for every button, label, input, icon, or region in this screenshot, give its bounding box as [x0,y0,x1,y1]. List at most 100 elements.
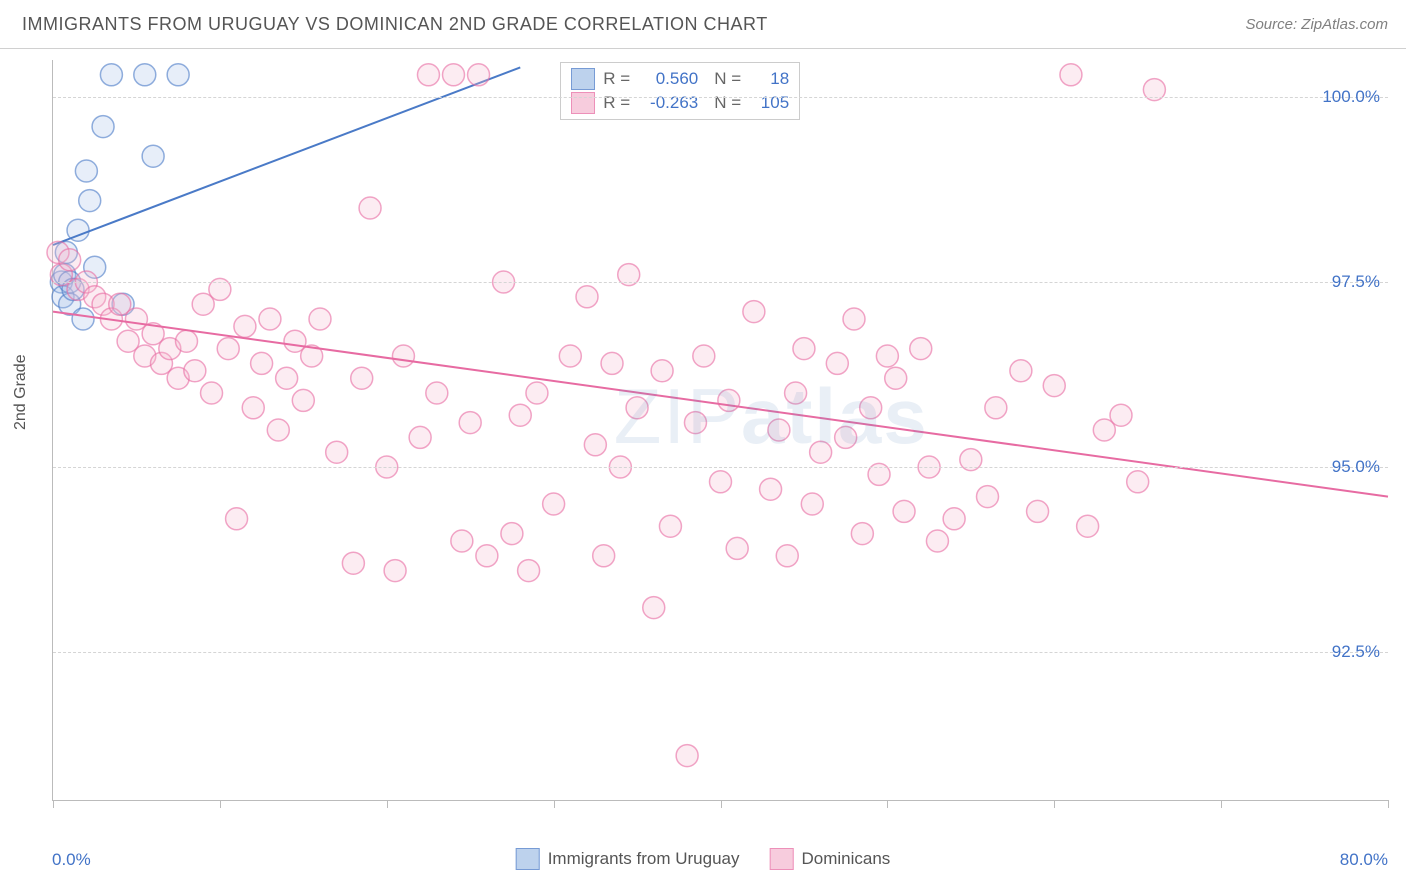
x-tick [554,800,555,808]
scatter-point [835,426,857,448]
scatter-point [75,160,97,182]
scatter-point [626,397,648,419]
gridline [53,282,1388,283]
scatter-point [226,508,248,530]
scatter-point [543,493,565,515]
scatter-point [351,367,373,389]
bottom-legend-label: Dominicans [801,849,890,869]
scatter-point [501,523,523,545]
gridline [53,97,1388,98]
scatter-point [584,434,606,456]
scatter-point [234,315,256,337]
legend-swatch [571,68,595,90]
legend-r-label: R = [603,93,630,113]
scatter-point [459,412,481,434]
y-tick-label: 97.5% [1332,272,1380,292]
scatter-point [1010,360,1032,382]
bottom-legend-label: Immigrants from Uruguay [548,849,740,869]
x-tick [53,800,54,808]
legend-stats-row: R =-0.263N =105 [571,91,789,115]
scatter-point [885,367,907,389]
scatter-point [576,286,598,308]
scatter-point [843,308,865,330]
y-tick-label: 92.5% [1332,642,1380,662]
scatter-point [710,471,732,493]
scatter-point [1060,64,1082,86]
scatter-point [801,493,823,515]
scatter-point [72,308,94,330]
scatter-point [176,330,198,352]
x-tick [721,800,722,808]
scatter-point [443,64,465,86]
scatter-point [342,552,364,574]
y-axis-title: 2nd Grade [12,354,30,430]
scatter-point [526,382,548,404]
scatter-point [468,64,490,86]
scatter-point [643,597,665,619]
x-tick [1221,800,1222,808]
scatter-point [409,426,431,448]
scatter-point [1093,419,1115,441]
scatter-point [593,545,615,567]
legend-swatch [516,848,540,870]
scatter-point [384,560,406,582]
scatter-point [910,338,932,360]
scatter-point [509,404,531,426]
bottom-legend-item: Dominicans [769,848,890,870]
legend-n-value: 18 [749,69,789,89]
scatter-point [860,397,882,419]
y-tick-label: 100.0% [1322,87,1380,107]
scatter-point [743,301,765,323]
y-tick-label: 95.0% [1332,457,1380,477]
scatter-point [1043,375,1065,397]
plot-area: ZIPatlas R =0.560N =18R =-0.263N =105 92… [52,60,1388,801]
chart-source: Source: ZipAtlas.com [1245,16,1388,33]
scatter-point [684,412,706,434]
legend-r-label: R = [603,69,630,89]
scatter-point [1127,471,1149,493]
x-tick [887,800,888,808]
x-tick [1054,800,1055,808]
scatter-point [851,523,873,545]
legend-n-label: N = [714,69,741,89]
scatter-point [451,530,473,552]
scatter-point [142,145,164,167]
scatter-point [726,537,748,559]
scatter-point [259,308,281,330]
gridline [53,652,1388,653]
scatter-point [943,508,965,530]
scatter-point [92,116,114,138]
scatter-point [559,345,581,367]
legend-r-value: 0.560 [638,69,698,89]
scatter-point [985,397,1007,419]
scatter-point [100,64,122,86]
bottom-legend-item: Immigrants from Uruguay [516,848,740,870]
scatter-point [184,360,206,382]
bottom-legend: Immigrants from Uruguay Dominicans [516,848,891,870]
scatter-point [134,64,156,86]
scatter-point [785,382,807,404]
scatter-point [977,486,999,508]
legend-swatch [571,92,595,114]
scatter-point [760,478,782,500]
legend-r-value: -0.263 [638,93,698,113]
scatter-point [242,397,264,419]
x-axis-min-label: 0.0% [52,850,91,870]
x-tick [1388,800,1389,808]
scatter-point [659,515,681,537]
scatter-point [201,382,223,404]
trend-line [53,67,520,245]
legend-n-value: 105 [749,93,789,113]
scatter-point [292,389,314,411]
gridline [53,467,1388,468]
scatter-point [1077,515,1099,537]
scatter-point [876,345,898,367]
scatter-point [1027,500,1049,522]
scatter-point [79,190,101,212]
scatter-point [651,360,673,382]
x-axis-max-label: 80.0% [1340,850,1388,870]
scatter-point [392,345,414,367]
scatter-point [768,419,790,441]
scatter-point [167,64,189,86]
legend-swatch [769,848,793,870]
